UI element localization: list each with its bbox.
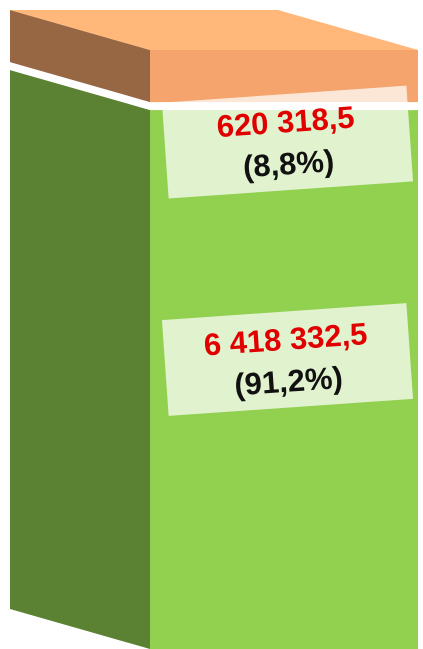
data-label: 620 318,5(8,8%) [161, 85, 414, 199]
share-label: (8,8%) [242, 143, 336, 184]
label-box [161, 85, 414, 199]
data-label: 6 418 332,5(91,2%) [161, 303, 414, 416]
label-box [161, 303, 414, 416]
bar-side [10, 10, 150, 103]
bar-top [10, 10, 418, 50]
share-label: (91,2%) [233, 360, 344, 402]
bar-side [10, 70, 150, 649]
